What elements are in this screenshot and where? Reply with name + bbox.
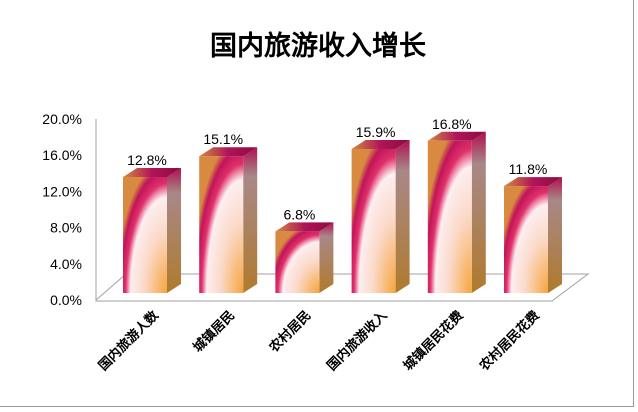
bar-top [123,168,181,178]
bar-top [427,131,486,141]
bar-top [351,139,410,149]
bar-side [471,131,486,293]
data-label: 16.8% [432,116,472,132]
y-tick-label: 12.0% [42,183,82,199]
bar-front [351,148,396,293]
y-tick-label: 4.0% [50,256,82,272]
category-label: 国内旅游收入 [324,308,390,374]
bar-top [504,177,562,187]
data-label: 15.9% [356,124,396,140]
category-label: 国内旅游人数 [95,307,162,374]
data-label: 15.1% [203,131,243,147]
bar-side [167,168,181,293]
bar-side [395,139,410,293]
bar: 15.9% 国内旅游收入 [324,124,410,374]
bar-front [427,140,472,293]
y-tick-label: 16.0% [42,147,82,163]
category-label: 农村居民 [265,308,314,357]
bar-front [275,231,320,293]
category-label: 城镇居民 [190,308,238,356]
bar: 12.8% 国内旅游人数 [95,152,181,374]
bar: 16.8% 城镇居民花费 [400,116,486,374]
data-label: 11.8% [509,161,548,177]
chart-title: 国内旅游收入增长 [210,30,427,62]
category-label: 城镇居民花费 [400,308,466,374]
data-label: 12.8% [127,152,167,168]
bar-front [504,186,548,293]
bar: 6.8% 农村居民 [265,206,334,357]
bar-front [123,177,167,293]
bar-side [243,147,258,293]
bar: 15.1% 城镇居民 [190,131,258,356]
y-tick-label: 8.0% [50,220,82,236]
bar-front [199,156,244,293]
bar-side [319,222,334,293]
bar-top [275,222,334,232]
bar: 11.8% 农村居民花费 [476,161,562,375]
bar-top [199,147,258,157]
data-label: 6.8% [283,206,315,222]
y-tick-label: 0.0% [50,292,82,308]
floor [95,273,590,302]
category-label: 农村居民花费 [476,308,543,375]
bar-side [548,177,562,293]
y-tick-label: 20.0% [42,111,82,127]
